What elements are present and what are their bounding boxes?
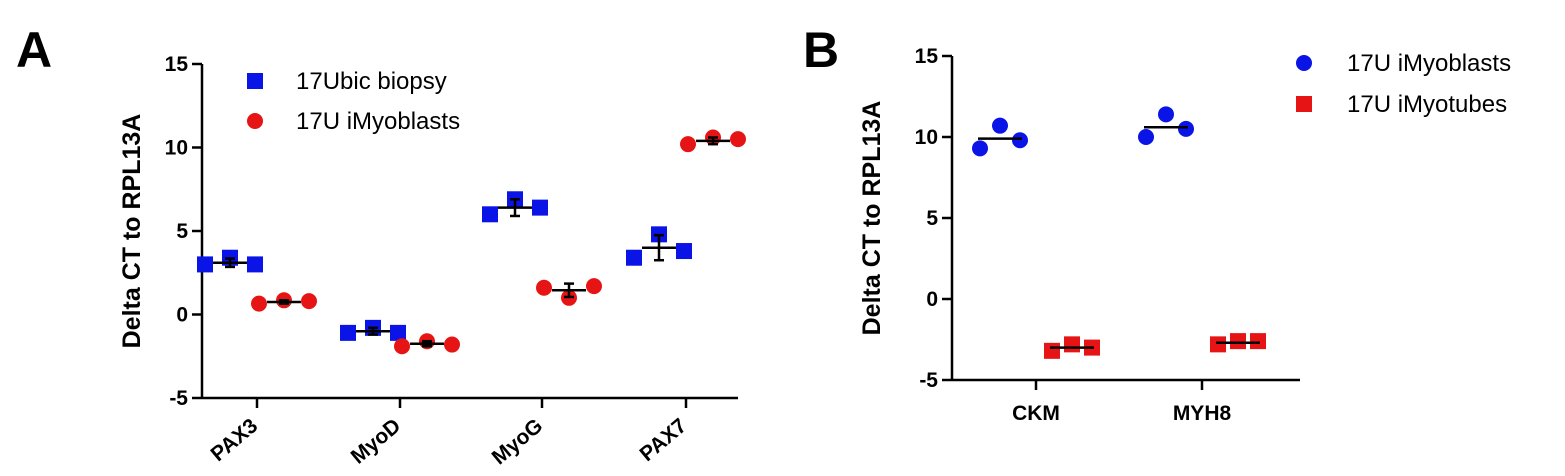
- data-point: [676, 243, 692, 260]
- y-tick-label: 0: [176, 304, 188, 327]
- panel-a: A -5 0 5 10 15 Delta CT to RPL13A PAX3 MyoD MyoG…: [16, 22, 746, 469]
- data-point: [1230, 333, 1246, 350]
- data-point: [1178, 120, 1194, 137]
- data-point: [586, 278, 602, 295]
- legend-label: 17U iMyoblasts: [296, 108, 460, 135]
- data-point: [532, 199, 548, 216]
- legend-marker: [247, 73, 263, 89]
- data-point: [251, 295, 267, 312]
- data-point: [394, 338, 410, 355]
- legend-marker: [1296, 55, 1312, 71]
- data-point: [1210, 336, 1226, 353]
- y-tick-label: 10: [915, 126, 938, 149]
- data-point: [1064, 336, 1080, 353]
- data-point: [301, 293, 317, 310]
- y-tick-label: 15: [165, 53, 189, 76]
- panel-b-axes: -5 0 5 10 15 Delta CT to RPL13A CKM MYH8: [858, 45, 1300, 425]
- data-point: [1012, 132, 1028, 149]
- data-point: [1138, 129, 1154, 145]
- data-point: [444, 336, 460, 353]
- panel-a-marks: [197, 129, 746, 355]
- x-category-label: PAX3: [207, 414, 263, 466]
- data-point: [340, 324, 356, 341]
- panel-a-legend: 17Ubic biopsy 17U iMyoblasts: [247, 68, 460, 135]
- data-point: [992, 117, 1008, 134]
- panel-letter-b: B: [803, 22, 839, 78]
- legend-label: 17U iMyotubes: [1347, 91, 1507, 118]
- data-point: [680, 136, 696, 153]
- y-tick-label: 5: [176, 220, 188, 243]
- data-point: [536, 279, 552, 296]
- data-point: [1044, 342, 1060, 359]
- y-tick-label: -5: [919, 369, 938, 392]
- data-point: [972, 140, 988, 157]
- x-category-label: MYH8: [1173, 402, 1232, 425]
- x-category-label: CKM: [1012, 402, 1060, 425]
- panel-b-legend: 17U iMyoblasts 17U iMyotubes: [1296, 50, 1511, 118]
- y-tick-label: 10: [165, 137, 188, 160]
- data-point: [626, 249, 642, 266]
- data-point: [197, 256, 213, 273]
- x-category-label: MyoG: [488, 414, 547, 469]
- data-point: [482, 206, 498, 223]
- data-point: [247, 256, 263, 273]
- data-point: [1158, 106, 1174, 123]
- legend-label: 17U iMyoblasts: [1347, 50, 1511, 77]
- legend-label: 17Ubic biopsy: [296, 68, 447, 95]
- data-point: [390, 324, 406, 341]
- y-tick-label: -5: [169, 387, 188, 410]
- y-axis-title: Delta CT to RPL13A: [118, 114, 146, 349]
- data-point: [1250, 333, 1266, 350]
- x-category-label: PAX7: [636, 414, 692, 466]
- legend-marker: [247, 113, 263, 129]
- y-tick-label: 15: [915, 45, 939, 68]
- data-point: [730, 131, 746, 148]
- y-tick-label: 0: [926, 288, 938, 311]
- y-axis-title: Delta CT to RPL13A: [858, 101, 886, 336]
- y-tick-label: 5: [926, 207, 938, 230]
- panel-letter-a: A: [16, 22, 52, 78]
- x-category-label: MyoD: [347, 414, 406, 468]
- panel-b: B -5 0 5 10 15 Delta CT to RPL13A CKM MYH8 17U …: [803, 22, 1511, 425]
- legend-marker: [1296, 96, 1312, 112]
- panel-b-marks: [972, 106, 1266, 359]
